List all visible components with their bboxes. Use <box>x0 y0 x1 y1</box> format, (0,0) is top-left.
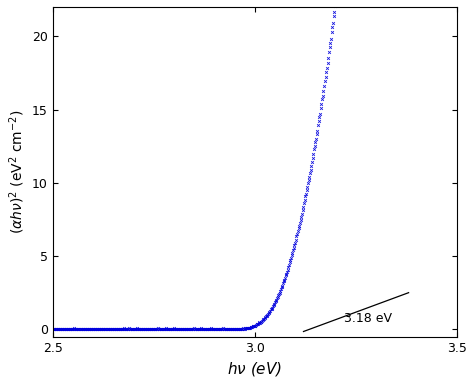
X-axis label: $h\nu$ (eV): $h\nu$ (eV) <box>228 360 283 378</box>
Text: 3.18 eV: 3.18 eV <box>344 312 392 325</box>
Y-axis label: $(\alpha h\nu)^2$ (eV$^2$ cm$^{-2}$): $(\alpha h\nu)^2$ (eV$^2$ cm$^{-2}$) <box>7 110 27 234</box>
